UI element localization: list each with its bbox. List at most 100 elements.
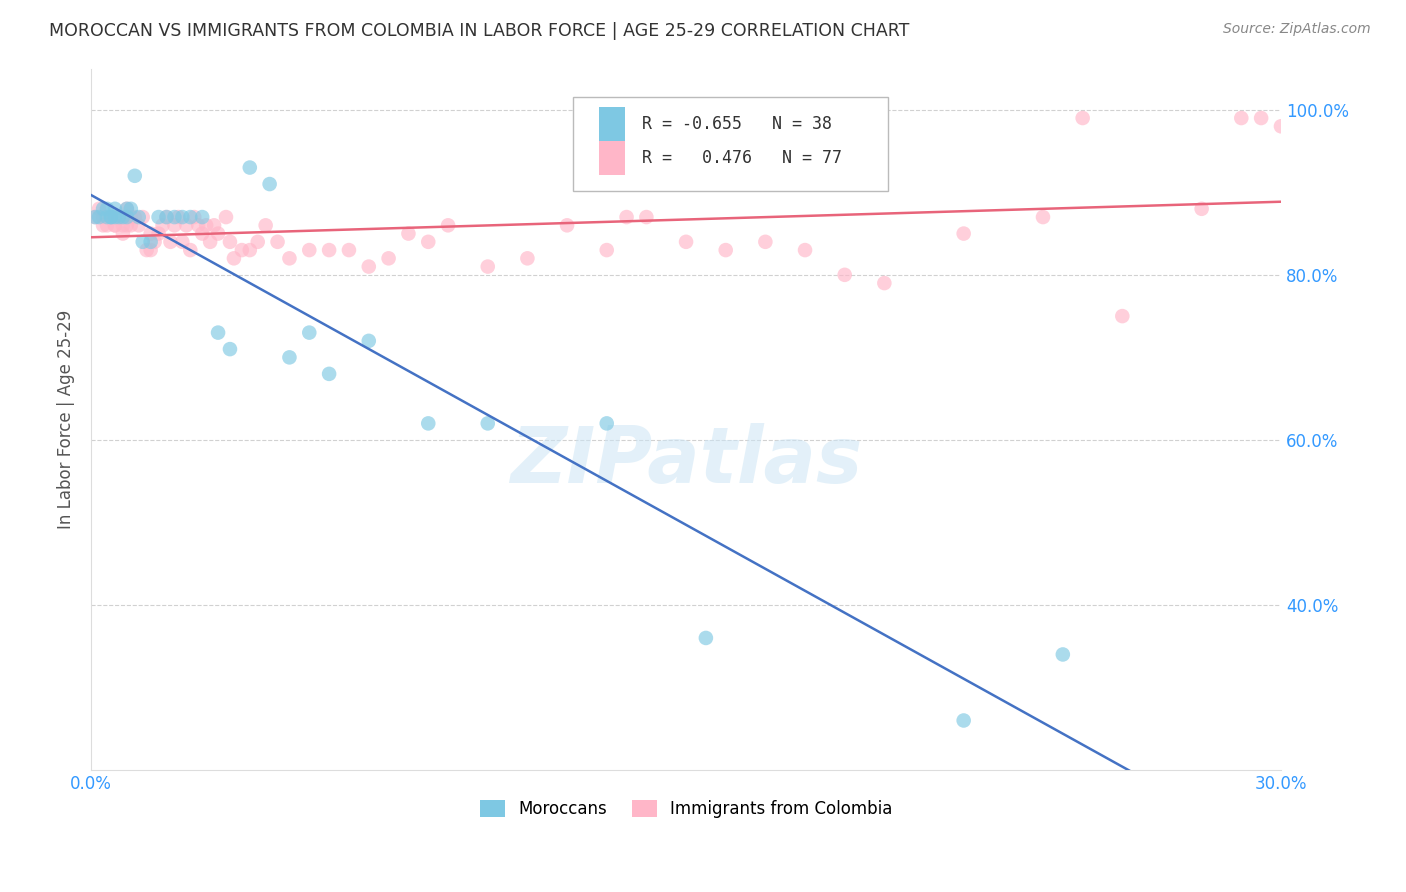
Point	[104, 219, 127, 233]
Point	[198, 235, 221, 249]
Point	[254, 219, 277, 233]
Point	[219, 342, 242, 356]
Point	[278, 252, 301, 266]
Point	[1052, 648, 1074, 662]
Point	[87, 202, 110, 216]
Point	[259, 177, 281, 191]
Point	[195, 219, 218, 233]
Point	[152, 219, 174, 233]
Point	[100, 210, 122, 224]
Point	[596, 243, 619, 257]
Point	[616, 210, 638, 224]
Point	[222, 252, 245, 266]
Point	[108, 210, 131, 224]
Point	[120, 202, 142, 216]
Point	[418, 235, 440, 249]
Point	[952, 714, 974, 728]
Point	[278, 351, 301, 365]
Point	[128, 210, 150, 224]
Point	[357, 260, 380, 274]
Point	[231, 243, 253, 257]
Point	[172, 210, 194, 224]
Point	[183, 210, 205, 224]
Point	[179, 243, 201, 257]
Point	[132, 235, 155, 249]
Point	[111, 227, 134, 241]
Point	[104, 219, 127, 233]
Point	[148, 210, 170, 224]
FancyBboxPatch shape	[599, 142, 626, 175]
Point	[111, 210, 134, 224]
Point	[115, 219, 138, 233]
Point	[115, 210, 138, 224]
Point	[219, 235, 242, 249]
Point	[104, 210, 127, 224]
Point	[159, 235, 181, 249]
Point	[91, 219, 114, 233]
Point	[794, 243, 817, 257]
Point	[207, 326, 229, 340]
Point	[135, 243, 157, 257]
Point	[191, 227, 214, 241]
Point	[873, 276, 896, 290]
Point	[1230, 111, 1253, 125]
Text: MOROCCAN VS IMMIGRANTS FROM COLOMBIA IN LABOR FORCE | AGE 25-29 CORRELATION CHAR: MOROCCAN VS IMMIGRANTS FROM COLOMBIA IN …	[49, 22, 910, 40]
Point	[87, 210, 110, 224]
Point	[396, 227, 419, 241]
Point	[163, 210, 186, 224]
Point	[139, 243, 162, 257]
Point	[636, 210, 658, 224]
Point	[695, 631, 717, 645]
Point	[754, 235, 776, 249]
Point	[172, 235, 194, 249]
Point	[418, 417, 440, 431]
Y-axis label: In Labor Force | Age 25-29: In Labor Force | Age 25-29	[58, 310, 75, 529]
Point	[179, 210, 201, 224]
Point	[100, 210, 122, 224]
Point	[139, 235, 162, 249]
Point	[100, 210, 122, 224]
Point	[187, 219, 209, 233]
Text: R = -0.655   N = 38: R = -0.655 N = 38	[643, 115, 832, 133]
Point	[143, 235, 166, 249]
Point	[834, 268, 856, 282]
Point	[477, 417, 499, 431]
Point	[176, 219, 198, 233]
Point	[148, 227, 170, 241]
Point	[357, 334, 380, 348]
Point	[1250, 111, 1272, 125]
Text: Source: ZipAtlas.com: Source: ZipAtlas.com	[1223, 22, 1371, 37]
Point	[437, 219, 460, 233]
Point	[695, 161, 717, 175]
Point	[675, 235, 697, 249]
FancyBboxPatch shape	[599, 107, 626, 141]
Legend: Moroccans, Immigrants from Colombia: Moroccans, Immigrants from Colombia	[472, 793, 898, 825]
Point	[108, 210, 131, 224]
FancyBboxPatch shape	[574, 96, 889, 191]
Text: R =   0.476   N = 77: R = 0.476 N = 77	[643, 149, 842, 168]
Point	[266, 235, 288, 249]
Point	[215, 210, 238, 224]
Point	[239, 243, 262, 257]
Point	[191, 210, 214, 224]
Point	[96, 210, 118, 224]
Point	[239, 161, 262, 175]
Point	[1071, 111, 1094, 125]
Point	[298, 326, 321, 340]
Point	[115, 202, 138, 216]
Point	[167, 210, 190, 224]
Point	[100, 210, 122, 224]
Point	[91, 202, 114, 216]
Point	[477, 260, 499, 274]
Point	[246, 235, 269, 249]
Point	[155, 210, 177, 224]
Point	[96, 202, 118, 216]
Point	[318, 243, 340, 257]
Point	[104, 202, 127, 216]
Point	[128, 219, 150, 233]
Point	[952, 227, 974, 241]
Point	[1111, 309, 1133, 323]
Point	[139, 227, 162, 241]
Point	[84, 210, 107, 224]
Point	[298, 243, 321, 257]
